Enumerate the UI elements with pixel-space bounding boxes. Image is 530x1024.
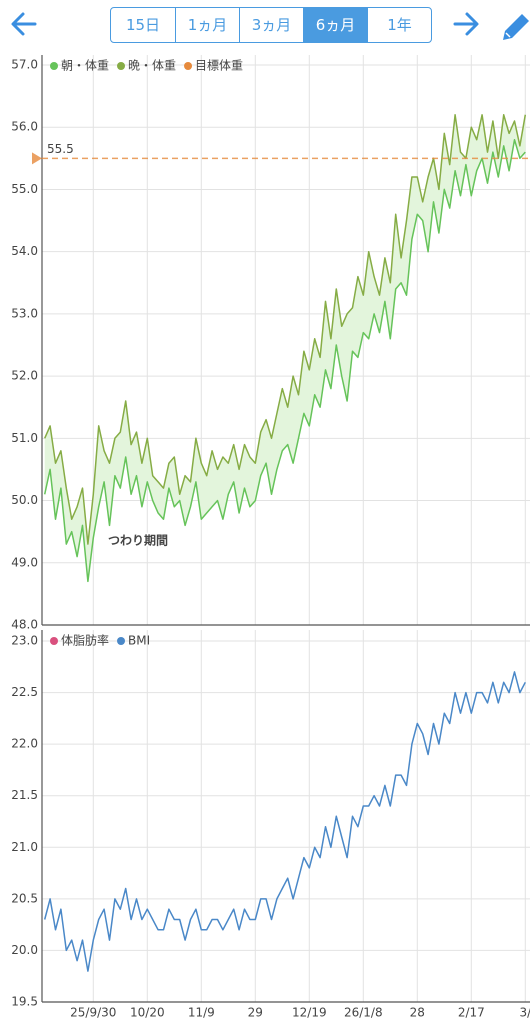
y-tick-label: 23.0 <box>11 634 38 648</box>
edit-pencil[interactable] <box>503 14 529 40</box>
y-tick-label: 56.0 <box>11 120 38 134</box>
y-tick-label: 21.5 <box>11 788 38 802</box>
legend-dot <box>50 62 58 70</box>
plot-background <box>42 630 530 1002</box>
y-tick-label: 51.0 <box>11 431 38 445</box>
target-marker <box>32 152 42 165</box>
range-tab[interactable]: 3ヵ月 <box>239 8 303 42</box>
y-tick-label: 50.0 <box>11 493 38 507</box>
y-tick-label: 55.0 <box>11 182 38 196</box>
back-arrow[interactable] <box>11 12 37 36</box>
x-tick-label: 2/17 <box>458 1006 485 1020</box>
top-bar: 15日 1ヵ月 3ヵ月 6ヵ月 1年 <box>0 0 530 50</box>
range-tabs: 15日 1ヵ月 3ヵ月 6ヵ月 1年 <box>110 7 432 43</box>
range-tab[interactable]: 1ヵ月 <box>175 8 239 42</box>
data-line <box>43 671 526 972</box>
legend-label: 朝・体重 <box>61 59 109 73</box>
y-tick-label: 21.0 <box>11 840 38 854</box>
y-tick-label: 52.0 <box>11 369 38 383</box>
range-tab[interactable]: 6ヵ月 <box>303 8 367 42</box>
plot-background <box>42 55 530 625</box>
target-label: 55.5 <box>47 142 74 156</box>
y-tick-label: 22.5 <box>11 685 38 699</box>
range-tab[interactable]: 15日 <box>125 16 161 34</box>
x-tick-label: 11/9 <box>188 1006 215 1020</box>
x-tick-label: 29 <box>248 1006 263 1020</box>
y-tick-label: 48.0 <box>11 618 38 632</box>
x-tick-label: 28 <box>410 1006 425 1020</box>
y-tick-label: 57.0 <box>11 58 38 72</box>
x-tick-label: 10/20 <box>130 1006 165 1020</box>
data-line <box>44 114 527 545</box>
legend-dot <box>50 637 58 645</box>
y-tick-label: 22.0 <box>11 737 38 751</box>
legend-dot <box>117 62 126 70</box>
x-tick-label: 25/9/30 <box>70 1006 116 1020</box>
data-line <box>43 138 526 583</box>
annotation: つわり期間 <box>108 533 168 548</box>
legend-label: BMI <box>128 634 150 648</box>
y-tick-label: 53.0 <box>11 306 38 320</box>
y-tick-label: 19.5 <box>11 995 38 1009</box>
y-tick-label: 20.5 <box>11 891 38 905</box>
y-tick-label: 20.0 <box>11 943 38 957</box>
legend-label: 体脂肪率 <box>61 633 109 648</box>
legend-label: 晩・体重 <box>128 59 176 73</box>
legend-dot <box>117 637 126 645</box>
range-tab[interactable]: 1年 <box>367 8 431 42</box>
x-tick-label: 12/19 <box>292 1006 327 1020</box>
y-tick-label: 49.0 <box>11 555 38 569</box>
forward-arrow[interactable] <box>453 12 479 36</box>
nav-icons <box>11 12 529 40</box>
x-tick-label: 26/1/8 <box>344 1006 383 1020</box>
legend-dot <box>184 62 193 70</box>
legend-label: 目標体重 <box>195 59 243 73</box>
x-tick-label: 3/ <box>519 1006 530 1020</box>
y-tick-label: 54.0 <box>11 244 38 258</box>
